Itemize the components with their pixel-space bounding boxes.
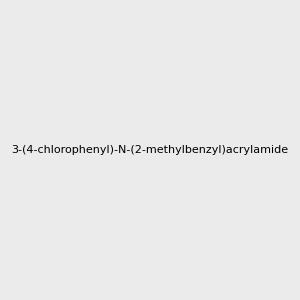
Text: 3-(4-chlorophenyl)-N-(2-methylbenzyl)acrylamide: 3-(4-chlorophenyl)-N-(2-methylbenzyl)acr… xyxy=(11,145,289,155)
